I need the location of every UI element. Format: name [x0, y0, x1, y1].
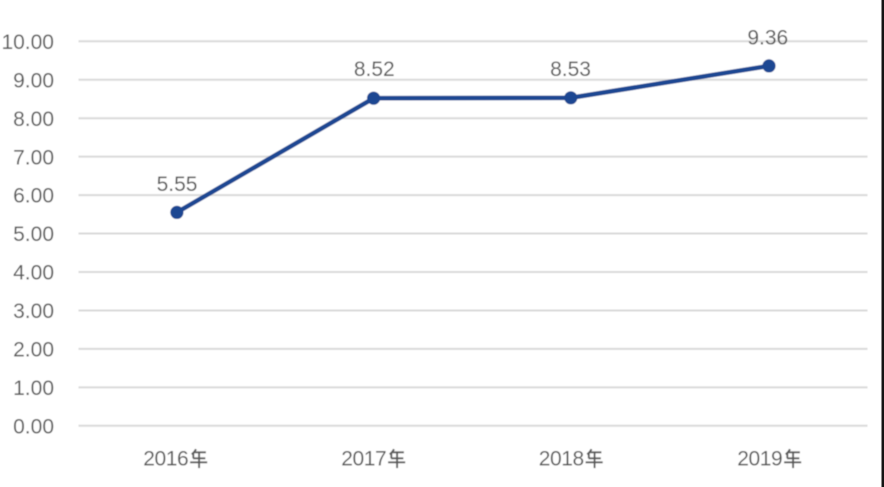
svg-text:5.00: 5.00 [13, 223, 54, 246]
svg-text:9.36: 9.36 [747, 27, 788, 50]
svg-text:2019: 2019 [737, 448, 782, 471]
svg-text:1.00: 1.00 [13, 377, 54, 400]
svg-text:10.00: 10.00 [1, 31, 54, 54]
svg-text:7.00: 7.00 [13, 146, 54, 169]
svg-text:5.55: 5.55 [157, 173, 198, 196]
svg-text:0.00: 0.00 [13, 415, 54, 438]
svg-text:4.00: 4.00 [13, 262, 54, 285]
svg-text:2018: 2018 [539, 448, 584, 471]
svg-text:9.00: 9.00 [13, 69, 54, 92]
svg-text:8.52: 8.52 [354, 58, 395, 81]
svg-text:3.00: 3.00 [13, 300, 54, 323]
svg-text:2017: 2017 [341, 448, 386, 471]
svg-text:6.00: 6.00 [13, 185, 54, 208]
svg-text:2016: 2016 [143, 448, 188, 471]
svg-text:2.00: 2.00 [13, 339, 54, 362]
svg-text:8.53: 8.53 [550, 58, 591, 81]
svg-text:8.00: 8.00 [13, 108, 54, 131]
